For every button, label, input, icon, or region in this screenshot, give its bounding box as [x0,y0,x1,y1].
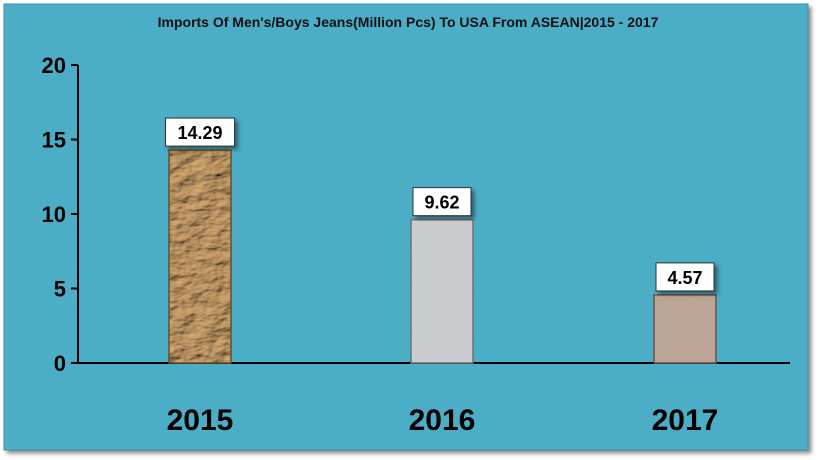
bar-outline [653,294,717,364]
data-label-2017: 4.57 [655,262,715,292]
data-label-text: 14.29 [177,123,222,143]
y-tick-label: 0 [54,351,66,376]
y-tick-label: 10 [42,202,66,227]
x-axis: 2015 2016 2017 [78,362,790,437]
bars [168,149,717,364]
bar-fill [654,294,716,363]
bar-outline [168,149,232,364]
data-label-box [655,262,715,292]
x-tick-label: 2015 [167,404,234,437]
chart-title: Imports Of Men's/Boys Jeans(Million Pcs)… [158,14,659,30]
data-label-text: 9.62 [424,193,459,213]
chart-background [3,3,809,451]
bar-2016 [410,218,474,364]
y-axis: 0 5 10 15 20 [42,53,79,376]
y-tick-label: 20 [42,53,66,78]
data-label-box [412,187,472,217]
x-tick-label: 2016 [409,404,476,437]
bar-2015 [168,149,232,364]
x-tick-label: 2017 [652,404,719,437]
data-labels: 14.29 9.62 4.57 [165,117,715,292]
bar-fill [169,150,231,363]
data-label-text: 4.57 [667,268,702,288]
y-tick-label: 15 [42,128,66,153]
bar-2017 [653,294,717,364]
bar-outline [410,218,474,364]
y-tick-label: 5 [54,277,66,302]
bar-fill [411,219,473,363]
data-label-box [165,117,235,147]
data-label-2016: 9.62 [412,187,472,217]
data-label-2015: 14.29 [165,117,235,147]
